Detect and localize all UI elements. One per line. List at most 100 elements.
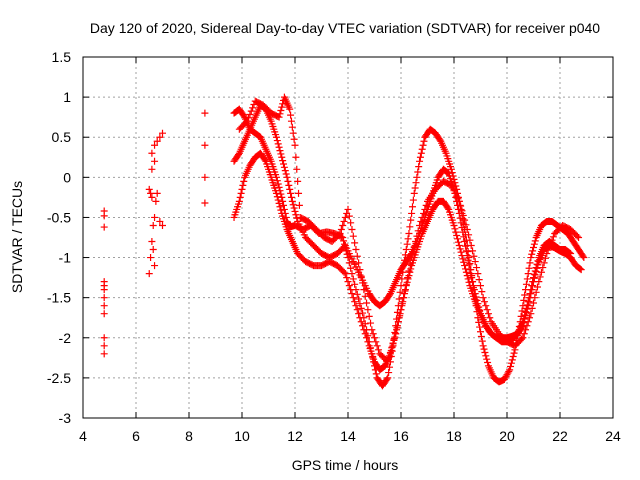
data-point [457, 202, 465, 210]
data-point [148, 165, 156, 173]
data-point [348, 225, 356, 233]
data-point [151, 141, 159, 149]
data-point [345, 282, 353, 290]
data-point [277, 206, 285, 214]
data-point [402, 280, 410, 288]
data-point [549, 233, 557, 241]
data-point [340, 217, 348, 225]
data-point [454, 238, 462, 246]
data-point [520, 330, 528, 338]
x-axis-label: GPS time / hours [292, 457, 399, 473]
data-point [465, 278, 473, 286]
data-point [484, 310, 492, 318]
data-point [295, 189, 303, 197]
data-point [364, 338, 372, 346]
data-point [236, 193, 244, 201]
data-point [369, 330, 377, 338]
data-point [506, 366, 514, 374]
data-point [527, 254, 535, 262]
data-point [272, 189, 280, 197]
data-point [521, 291, 529, 299]
data-point [464, 256, 472, 264]
data-point [100, 310, 108, 318]
data-point [419, 141, 427, 149]
data-point [403, 240, 411, 248]
data-point [100, 350, 108, 358]
data-point [455, 197, 463, 205]
data-point [525, 264, 533, 272]
data-point [100, 282, 108, 290]
data-point [347, 219, 355, 227]
data-point [278, 103, 286, 111]
data-point [405, 267, 413, 275]
data-point [461, 262, 469, 270]
data-point [461, 216, 469, 224]
data-point [460, 233, 468, 241]
data-point [355, 259, 363, 267]
data-point [410, 189, 418, 197]
data-point [367, 319, 375, 327]
data-point [279, 197, 287, 205]
data-point [280, 163, 288, 171]
data-point [540, 259, 548, 267]
x-tick-label: 18 [446, 428, 462, 444]
data-point [275, 143, 283, 151]
data-point [360, 326, 368, 334]
data-point [469, 247, 477, 255]
data-point [349, 232, 357, 240]
data-point [372, 370, 380, 378]
data-point [457, 219, 465, 227]
data-point [531, 294, 539, 302]
data-point [100, 334, 108, 342]
data-point [274, 180, 282, 188]
data-point [566, 249, 574, 257]
x-tick-label: 16 [393, 428, 409, 444]
data-point [291, 141, 299, 149]
data-point [536, 273, 544, 281]
data-point [470, 252, 478, 260]
data-point [522, 280, 530, 288]
data-point [152, 197, 160, 205]
data-point [413, 232, 421, 240]
data-point [576, 265, 584, 273]
data-point [529, 247, 537, 255]
data-point [353, 252, 361, 260]
data-point [510, 349, 518, 357]
series-sat-a [100, 109, 209, 358]
y-tick-label: 1.5 [52, 49, 72, 65]
data-point [345, 259, 353, 267]
data-point [349, 294, 357, 302]
data-point [287, 111, 295, 119]
data-point [537, 268, 545, 276]
data-point [352, 246, 360, 254]
data-point [390, 334, 398, 342]
data-point [577, 266, 585, 274]
data-point [351, 280, 359, 288]
data-point [458, 223, 466, 231]
data-point [277, 150, 285, 158]
series-sat-b [230, 105, 588, 390]
data-point [388, 344, 396, 352]
data-point [458, 252, 466, 260]
data-point [524, 270, 532, 278]
data-point [159, 129, 166, 137]
data-point [359, 279, 367, 287]
data-point [339, 221, 347, 229]
data-point [461, 265, 469, 273]
data-point [100, 302, 108, 310]
data-point [402, 246, 410, 254]
data-points [100, 93, 588, 390]
data-point [294, 177, 302, 185]
data-point [478, 288, 486, 296]
data-point [276, 110, 284, 118]
data-point [384, 358, 392, 366]
chart-title: Day 120 of 2020, Sidereal Day-to-day VTE… [90, 20, 600, 36]
data-point [529, 278, 537, 286]
data-point [459, 228, 467, 236]
data-point [414, 168, 422, 176]
data-point [579, 252, 587, 260]
data-point [483, 306, 491, 314]
data-point [575, 234, 583, 241]
data-point [292, 153, 300, 161]
